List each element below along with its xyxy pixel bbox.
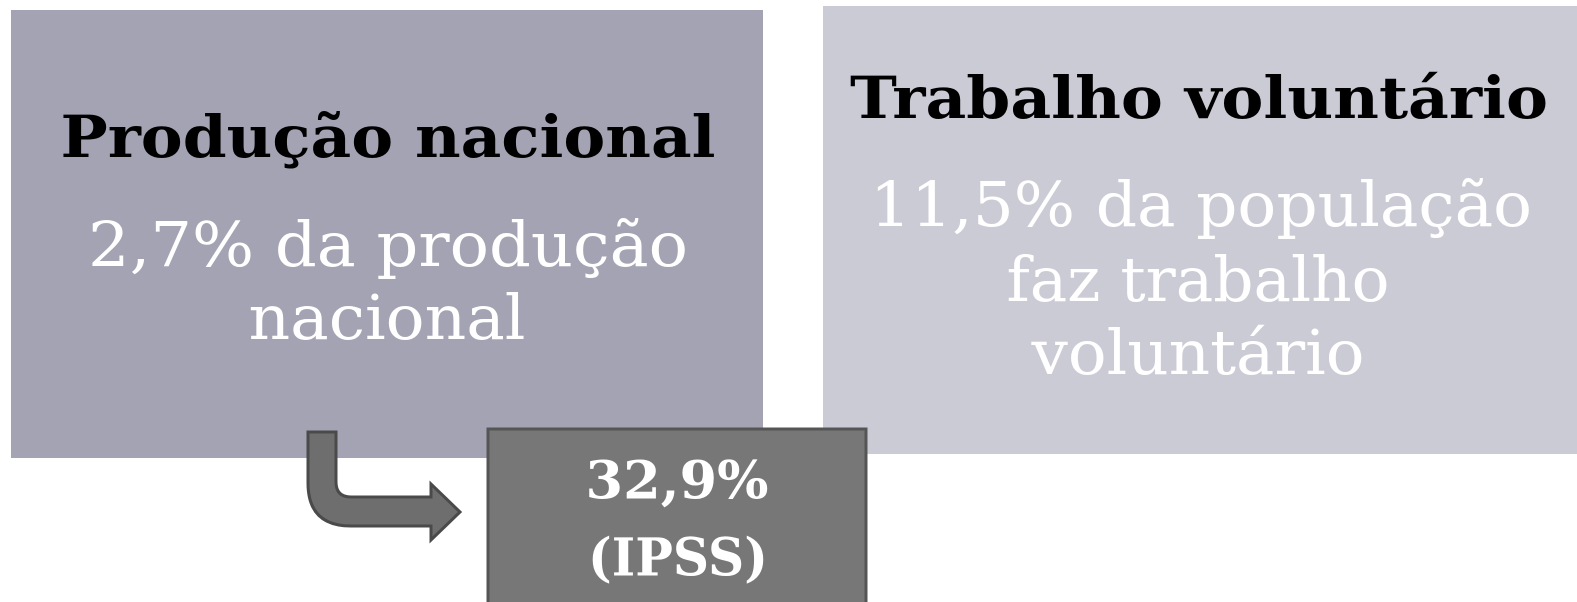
box-text: voluntário <box>1030 316 1364 389</box>
right-box <box>823 6 1577 454</box>
box-text: 2,7% da produção <box>88 208 688 281</box>
bent-arrow <box>306 430 463 544</box>
box-text: faz trabalho <box>1007 243 1390 316</box>
callout-box <box>486 427 868 602</box>
callout-text: 32,9% <box>586 451 769 512</box>
box-title: Trabalho voluntário <box>850 64 1548 132</box>
box-title: Produção nacional <box>61 103 716 171</box>
callout-text: (IPSS) <box>588 528 768 589</box>
box-text: 11,5% da população <box>870 168 1532 241</box>
box-text: nacional <box>249 281 526 354</box>
left-box <box>11 10 763 458</box>
